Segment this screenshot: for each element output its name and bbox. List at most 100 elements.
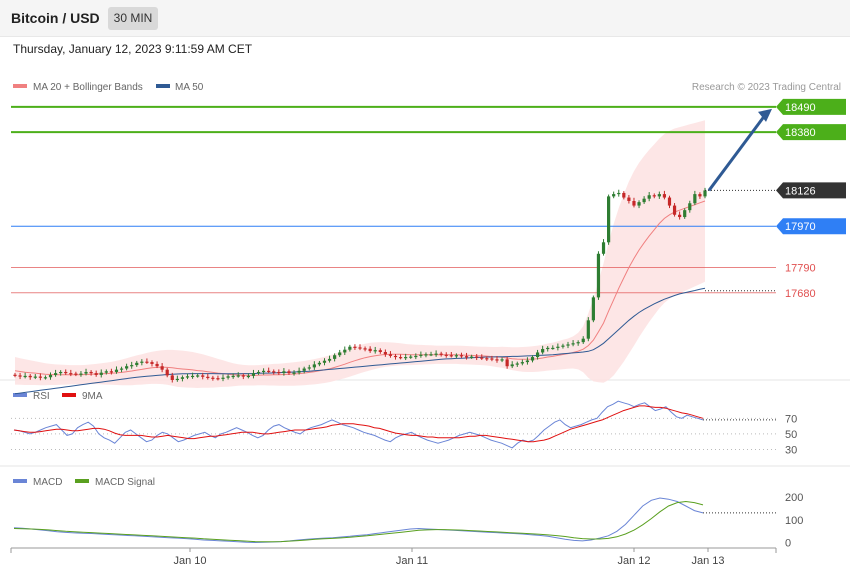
candle-body [393,355,398,358]
candle-body [216,378,220,380]
timeframe-button[interactable]: 30 MIN [108,7,158,30]
candle-body [18,375,22,377]
candle-body [160,366,164,370]
legend-label-rsi-ma: 9MA [82,391,103,402]
candle-body [287,371,291,374]
target-arrow-shaft [707,112,768,192]
candle-body [566,344,570,346]
candle-body [449,355,453,357]
candle-body [454,355,458,357]
candle-body [647,195,651,199]
legend-label-rsi: RSI [33,391,50,402]
candle-body [109,371,113,373]
candle-body [698,194,702,197]
candle-body [490,358,494,360]
candle-body [312,364,316,368]
legend-swatch-rsi-ma [62,393,76,397]
candle-body [327,358,332,361]
candle-body [241,375,245,377]
candle-body [185,376,190,378]
legend-label-ma50: MA 50 [175,82,204,93]
candle-body [627,197,631,201]
candle-body [388,354,393,356]
candle-body [338,352,342,356]
candle-body [119,368,124,370]
candle-body [657,194,661,197]
current-price-tag [776,182,846,199]
candle-body [672,205,677,215]
candle-body [74,373,78,375]
candle-body [211,377,215,379]
candle-body [206,376,210,378]
candle-body [333,355,337,359]
candle-body [343,349,347,353]
candle-body [530,357,535,361]
candle-body [617,192,621,195]
rsi-tick-30: 30 [785,444,797,456]
candle-body [38,376,42,378]
candle-body [556,346,560,348]
candle-body [99,372,103,375]
candle-body [541,349,545,353]
candle-body [363,348,367,350]
candle-body [612,194,616,197]
target-arrow-head [758,108,772,122]
legend-label-macd: MACD [33,477,62,488]
candle-body [414,355,418,358]
ma20-line [14,200,706,376]
level-label-17680: 17680 [785,288,816,300]
candle-body [546,347,550,350]
candle-body [165,369,169,376]
candle-body [145,361,149,363]
legend-label-macd-signal: MACD Signal [95,477,155,488]
candle-body [317,362,322,365]
candle-body [358,347,362,349]
candle-body [348,346,352,350]
candle-body [196,375,200,377]
candle-body [678,214,682,218]
candle-body [525,360,530,363]
candle-body [515,363,519,365]
candle-body [475,356,479,358]
rsi-tick-50: 50 [785,429,797,441]
candle-body [130,365,134,367]
candle-body [688,203,692,211]
candle-body [155,363,159,367]
candle-body [69,373,73,375]
legend-swatch-ma20 [13,84,27,88]
candle-body [500,359,504,361]
candle-body [282,371,286,374]
candle-body [201,375,205,377]
legend-label-ma20: MA 20 + Bollinger Bands [33,82,143,93]
candle-body [322,360,327,363]
candle-body [33,376,37,378]
candle-body [262,370,266,373]
copyright-note: Research © 2023 Trading Central [692,82,841,93]
candle-body [520,362,524,364]
x-tick-label: Jan 10 [173,555,206,567]
candle-body [125,366,129,369]
candle-body [251,373,256,376]
candle-body [175,378,179,381]
macd-tick-100: 100 [785,515,803,527]
candle-body [353,346,357,348]
candle-body [292,372,296,374]
candle-body [150,362,154,364]
candle-body [28,375,32,378]
candle-body [140,361,144,363]
candle-body [302,368,306,371]
candle-body [272,371,276,373]
candle-body [307,367,311,369]
candle-body [256,371,261,374]
instrument-title: Bitcoin / USD [11,10,100,26]
x-tick-label: Jan 12 [617,555,650,567]
candle-body [535,352,540,358]
candle-body [581,338,585,343]
candle-body [246,375,250,378]
legend-swatch-macd-signal [75,479,89,483]
candle-body [59,371,63,374]
candle-body [667,197,672,206]
candle-body [368,348,372,352]
legend-swatch-rsi [13,393,27,397]
candle-body [576,342,580,344]
